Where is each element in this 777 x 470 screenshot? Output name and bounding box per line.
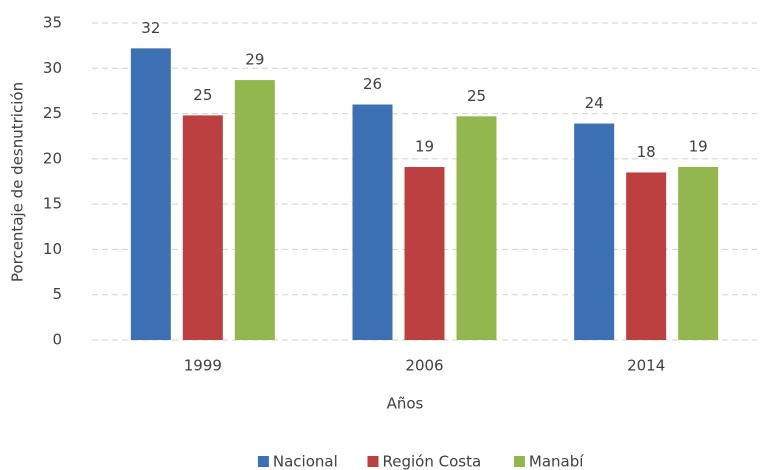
bar: [678, 167, 719, 340]
value-label: 19: [689, 138, 708, 156]
x-tick-label: 1999: [184, 357, 222, 375]
value-label: 19: [415, 138, 434, 156]
value-label: 26: [363, 75, 382, 93]
y-tick-label: 0: [52, 331, 62, 349]
bar: [626, 172, 667, 340]
y-tick-label: 30: [43, 59, 62, 77]
legend-label: Región Costa: [383, 453, 482, 470]
y-tick-label: 5: [52, 285, 62, 303]
bar: [182, 115, 223, 340]
x-tick-label: 2014: [627, 357, 665, 375]
legend-swatch: [513, 456, 525, 467]
bar: [574, 123, 615, 340]
value-label: 32: [141, 19, 160, 37]
bar: [234, 80, 275, 340]
x-axis-label: Años: [387, 395, 424, 413]
y-tick-label: 25: [43, 104, 62, 122]
value-label: 25: [467, 87, 486, 105]
bar: [404, 167, 445, 340]
value-label: 29: [245, 51, 264, 69]
y-tick-label: 15: [43, 195, 62, 213]
y-tick-label: 10: [43, 240, 62, 258]
y-axis-label: Porcentaje de desnutrición: [9, 82, 27, 282]
legend-swatch: [257, 456, 269, 467]
legend-label: Manabí: [529, 453, 584, 470]
legend-swatch: [367, 456, 379, 467]
bar: [130, 48, 171, 341]
value-label: 25: [193, 86, 212, 104]
legend-label: Nacional: [273, 453, 338, 470]
x-tick-label: 2006: [405, 357, 443, 375]
y-tick-label: 35: [43, 14, 62, 32]
value-label: 18: [637, 143, 656, 161]
bar: [456, 116, 497, 340]
bar: [352, 104, 393, 340]
value-label: 24: [585, 94, 604, 112]
y-tick-label: 20: [43, 149, 62, 167]
